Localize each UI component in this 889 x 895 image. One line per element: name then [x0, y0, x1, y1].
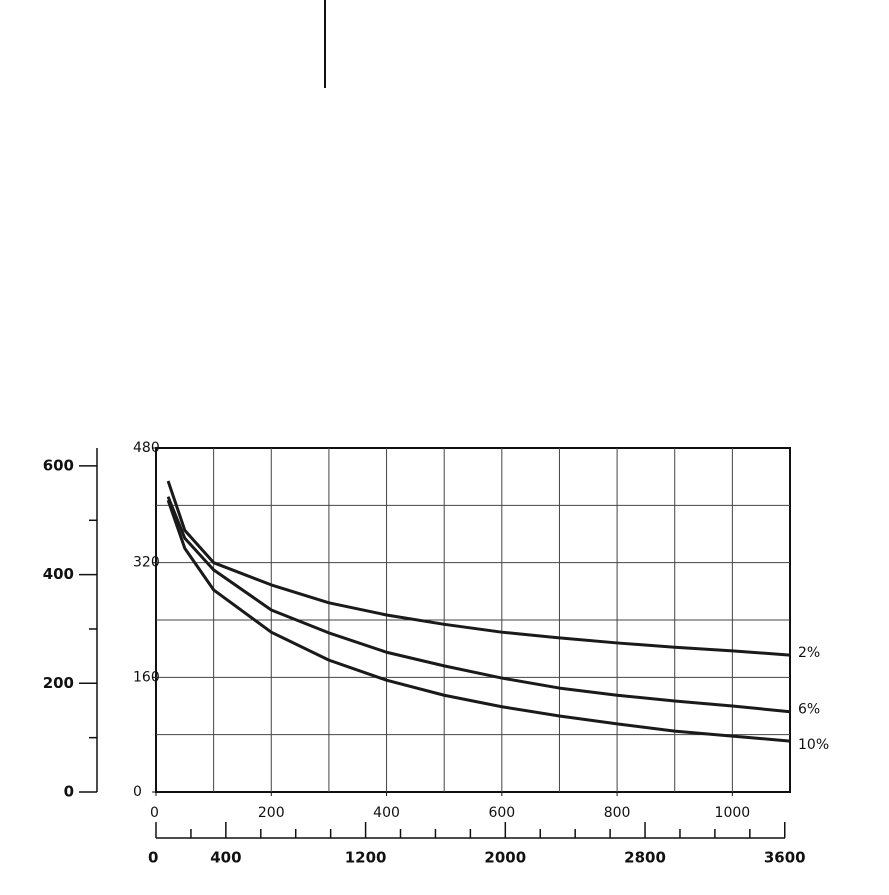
- x-tick-label: 0: [150, 805, 159, 821]
- series-label: 6%: [798, 702, 820, 718]
- series-label: 2%: [798, 645, 820, 661]
- y2-tick-label: 400: [43, 565, 74, 583]
- y-tick-label: 320: [133, 555, 160, 571]
- y2-tick-label: 600: [43, 456, 74, 474]
- series-label: 10%: [798, 737, 829, 753]
- series-line: [166, 499, 791, 743]
- x-tick-label: 400: [373, 805, 400, 821]
- y-tick-label: 480: [133, 440, 160, 456]
- y2-tick-label: 200: [43, 674, 74, 692]
- x2-tick-label: 0: [148, 849, 158, 867]
- y-tick-label: 160: [133, 669, 160, 685]
- x-tick-label: 800: [604, 805, 631, 821]
- x2-tick-label: 2000: [484, 849, 526, 867]
- x2-tick-label: 400: [210, 849, 241, 867]
- y2-tick-label: 0: [64, 783, 74, 801]
- x-tick-label: 1000: [715, 805, 751, 821]
- x2-tick-label: 1200: [345, 849, 387, 867]
- x-tick-label: 200: [258, 805, 285, 821]
- series-line: [166, 496, 791, 714]
- x2-tick-label: 2800: [624, 849, 666, 867]
- x-tick-label: 600: [488, 805, 515, 821]
- series-line: [166, 480, 791, 657]
- y-tick-label: 0: [133, 784, 142, 800]
- x2-tick-label: 3600: [764, 849, 806, 867]
